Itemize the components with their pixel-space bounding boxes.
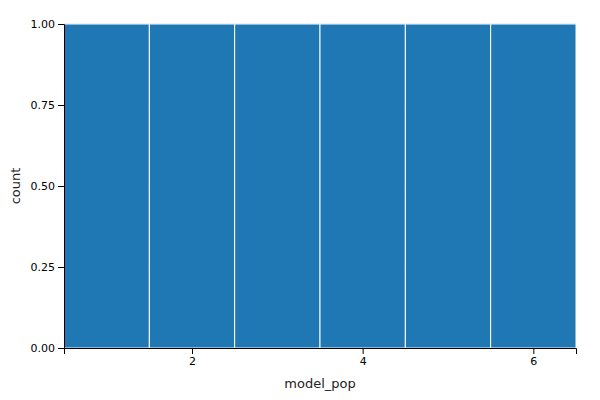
y-tick-label: 0.00 xyxy=(31,342,56,355)
grid xyxy=(64,24,576,348)
y-axis-line xyxy=(58,25,65,349)
x-tick-label: 6 xyxy=(530,355,537,368)
y-tick-mark xyxy=(58,186,64,187)
y-tick-label: 1.00 xyxy=(31,18,56,31)
x-tick-mark xyxy=(533,348,534,354)
x-tick: 4 xyxy=(360,348,367,368)
x-tick-label: 4 xyxy=(360,355,367,368)
y-tick: 0.25 xyxy=(31,261,65,274)
histogram-bar xyxy=(405,24,490,348)
chart-container: 2 4 6 0.00 0.25 0.50 0.75 1.00 model_pop count xyxy=(0,0,600,400)
x-tick: 2 xyxy=(189,348,196,368)
plot-group: 2 4 6 0.00 0.25 0.50 0.75 1.00 xyxy=(31,18,577,368)
y-tick: 0.00 xyxy=(31,342,65,355)
y-tick-mark xyxy=(58,24,64,25)
x-axis: 2 4 6 xyxy=(65,348,577,368)
x-tick-mark xyxy=(363,348,364,354)
y-tick: 0.75 xyxy=(31,99,65,112)
x-axis-label: model_pop xyxy=(284,376,355,391)
chart-svg: 2 4 6 0.00 0.25 0.50 0.75 1.00 model_pop count xyxy=(0,0,600,400)
histogram-bar xyxy=(235,24,320,348)
histogram-bar xyxy=(320,24,405,348)
y-tick: 0.50 xyxy=(31,180,65,193)
y-tick-label: 0.25 xyxy=(31,261,56,274)
y-tick-mark xyxy=(58,348,64,349)
x-tick-label: 2 xyxy=(189,355,196,368)
x-tick: 6 xyxy=(530,348,537,368)
x-axis-line xyxy=(65,349,577,355)
histogram-bar xyxy=(64,24,149,348)
y-axis: 0.00 0.25 0.50 0.75 1.00 xyxy=(31,18,65,355)
bars xyxy=(64,24,576,348)
histogram-bar xyxy=(149,24,234,348)
y-axis-label: count xyxy=(8,168,23,205)
x-tick-mark xyxy=(192,348,193,354)
y-tick-label: 0.50 xyxy=(31,180,56,193)
y-tick-mark xyxy=(58,267,64,268)
y-tick-mark xyxy=(58,105,64,106)
y-tick-label: 0.75 xyxy=(31,99,56,112)
histogram-bar xyxy=(491,24,576,348)
y-tick: 1.00 xyxy=(31,18,65,31)
